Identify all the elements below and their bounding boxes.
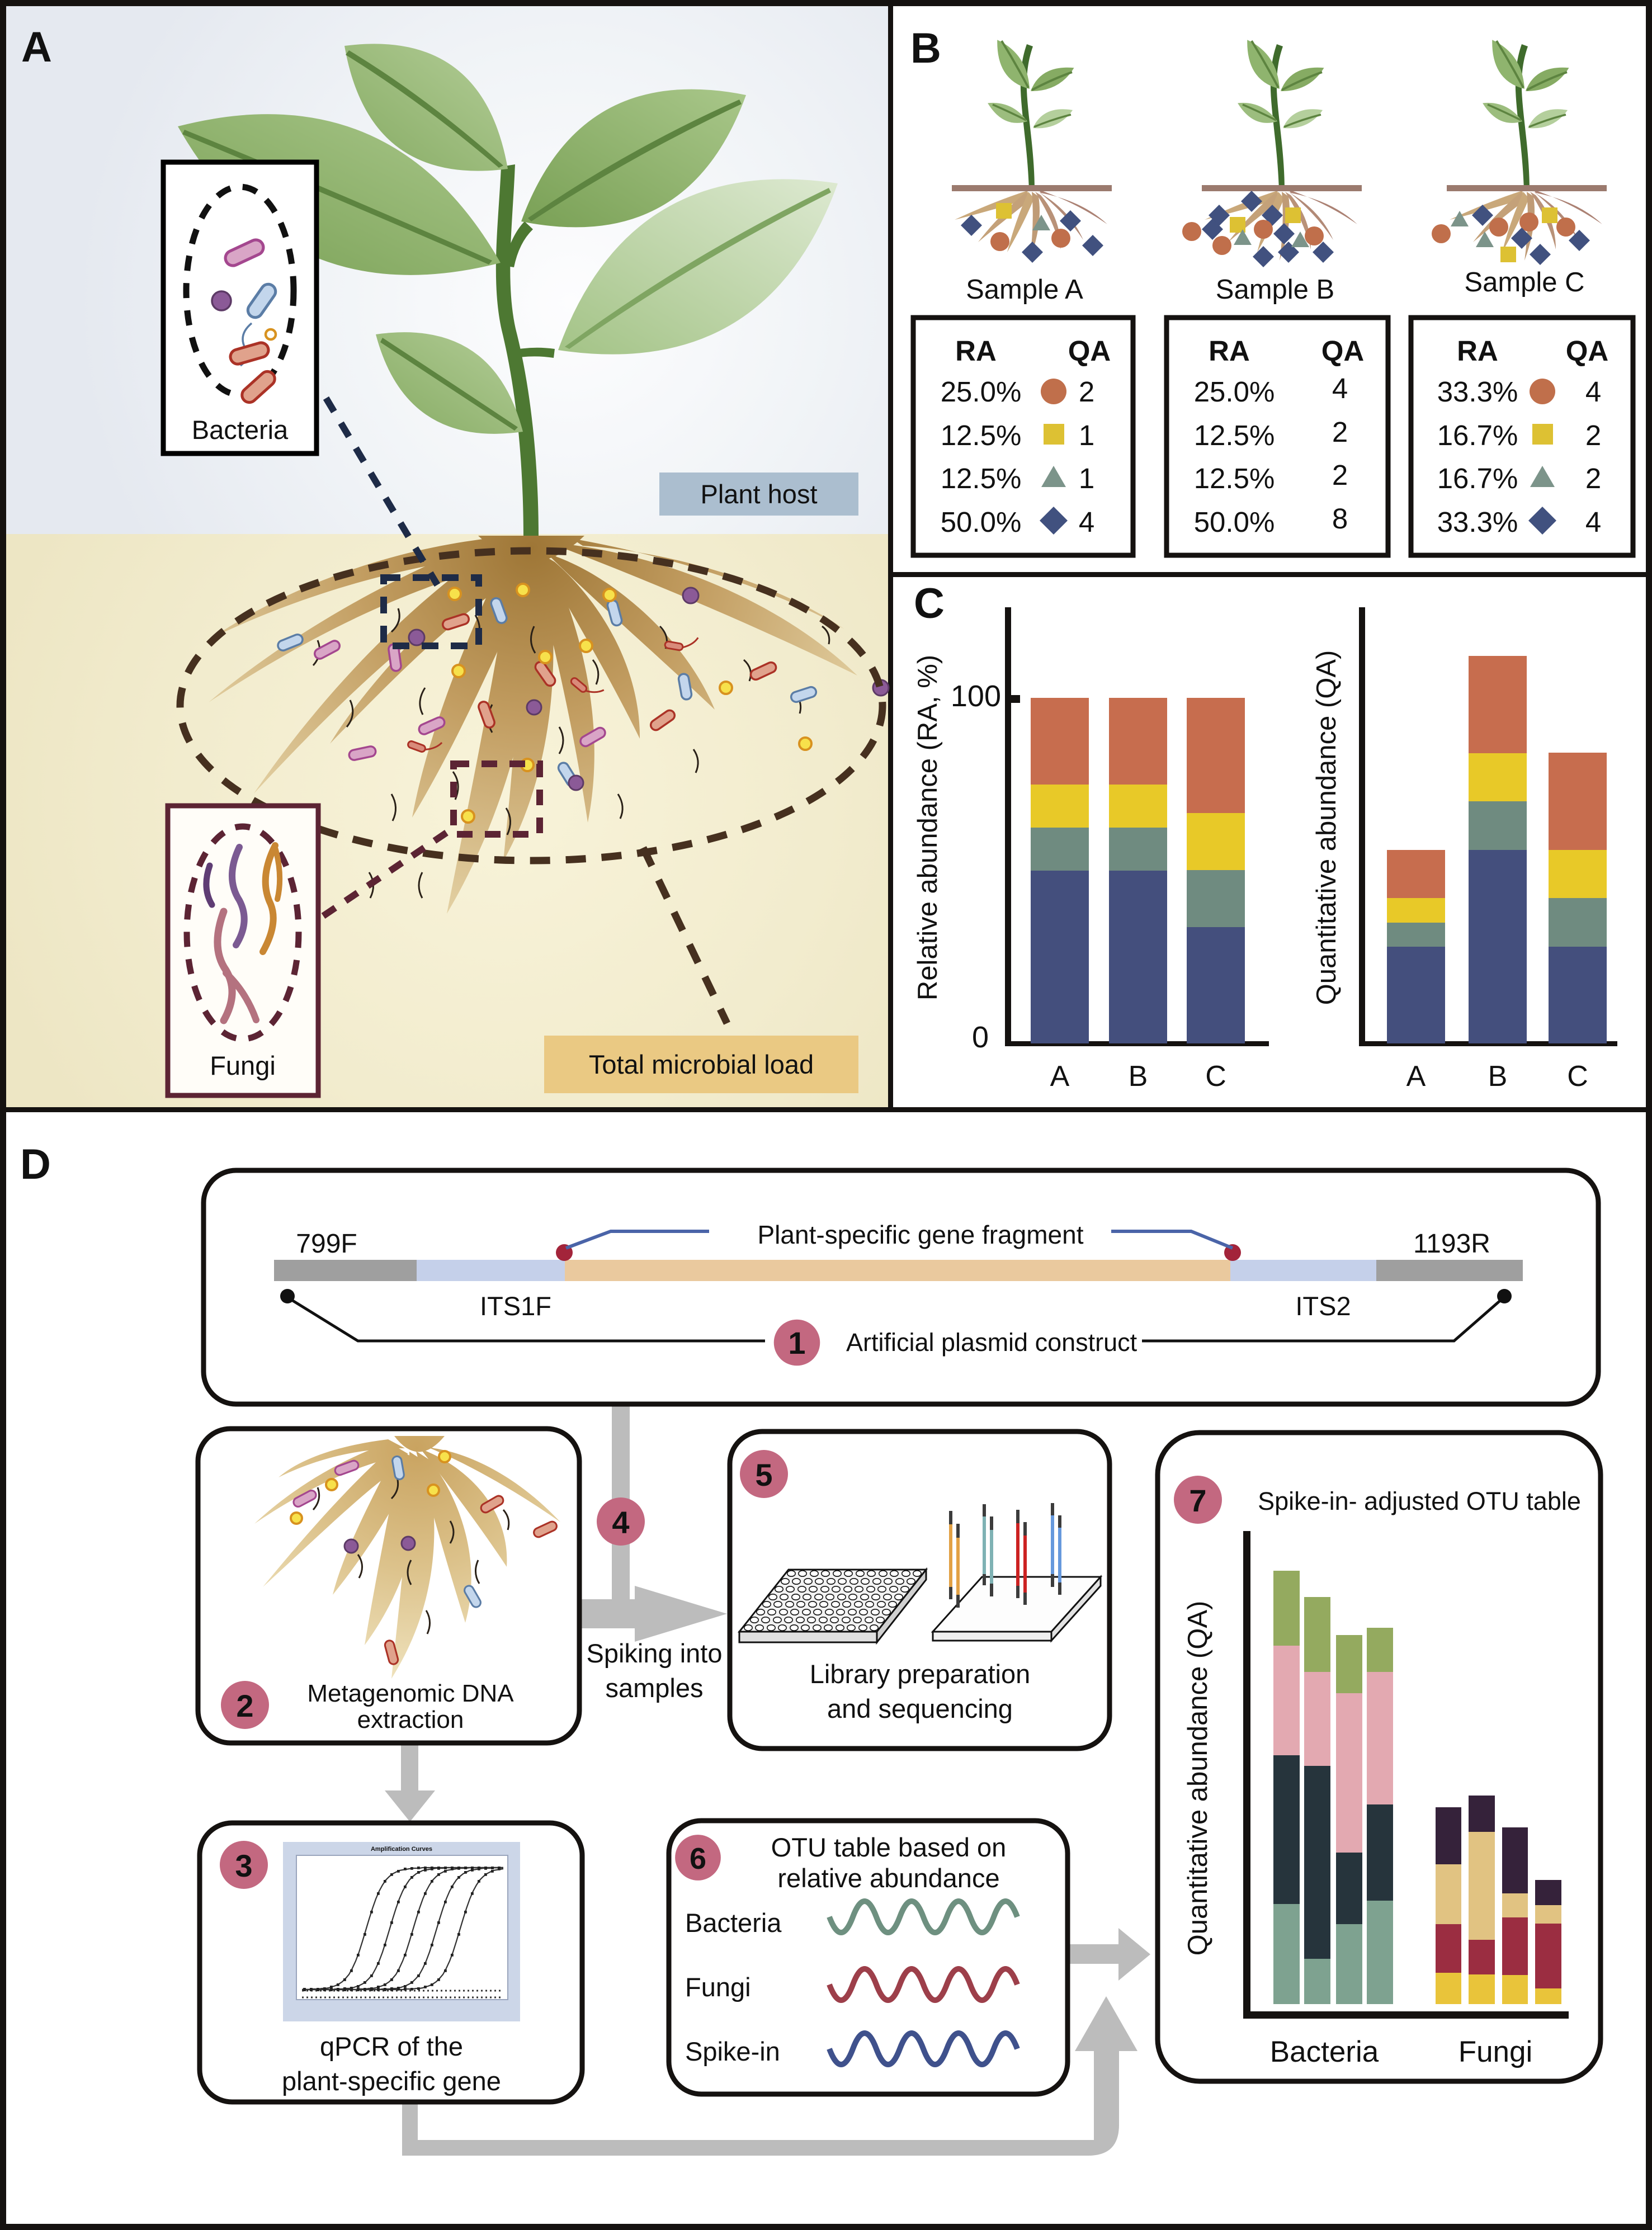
svg-text:B: B — [910, 25, 941, 72]
svg-text:Quantitative abundance (QA): Quantitative abundance (QA) — [1311, 650, 1342, 1005]
svg-text:RA: RA — [1209, 335, 1250, 367]
svg-text:Fungi: Fungi — [1459, 2035, 1533, 2068]
svg-text:Sample A: Sample A — [966, 275, 1083, 305]
svg-text:Bacteria: Bacteria — [1270, 2035, 1379, 2068]
svg-text:Bacteria: Bacteria — [192, 415, 289, 445]
svg-text:7: 7 — [1189, 1483, 1206, 1518]
svg-text:5: 5 — [755, 1457, 772, 1492]
svg-text:16.7%: 16.7% — [1437, 462, 1518, 494]
svg-text:3: 3 — [235, 1848, 252, 1883]
svg-text:Library preparation: Library preparation — [810, 1659, 1031, 1689]
svg-text:50.0%: 50.0% — [941, 506, 1022, 538]
svg-text:2: 2 — [1332, 416, 1348, 448]
svg-text:12.5%: 12.5% — [941, 419, 1022, 451]
svg-text:25.0%: 25.0% — [941, 376, 1022, 408]
svg-text:Relative abundance (RA, %): Relative abundance (RA, %) — [913, 655, 943, 1000]
svg-text:QA: QA — [1068, 335, 1111, 367]
svg-text:Spike-in: Spike-in — [685, 2037, 780, 2066]
svg-text:100: 100 — [951, 679, 1001, 713]
svg-text:Amplification Curves: Amplification Curves — [371, 1846, 432, 1853]
svg-text:extraction: extraction — [357, 1706, 464, 1733]
svg-text:C: C — [1567, 1060, 1588, 1093]
svg-text:Plant-specific gene fragment: Plant-specific gene fragment — [758, 1220, 1084, 1249]
svg-text:2: 2 — [1332, 459, 1348, 491]
svg-text:ITS1F: ITS1F — [480, 1291, 551, 1321]
svg-text:1: 1 — [1079, 462, 1094, 494]
svg-text:Plant host: Plant host — [700, 479, 817, 509]
svg-text:1193R: 1193R — [1413, 1229, 1490, 1259]
svg-text:50.0%: 50.0% — [1194, 506, 1275, 538]
svg-text:2: 2 — [1585, 462, 1601, 494]
svg-text:4: 4 — [612, 1505, 629, 1540]
svg-text:C: C — [914, 580, 945, 627]
svg-text:qPCR of the: qPCR of the — [320, 2031, 463, 2061]
svg-text:QA: QA — [1321, 335, 1365, 367]
svg-text:Total microbial load: Total microbial load — [589, 1050, 814, 1079]
svg-text:Quantitative abundance (QA): Quantitative abundance (QA) — [1183, 1601, 1213, 1956]
svg-text:1: 1 — [1079, 419, 1094, 451]
svg-text:Artificial plasmid construct: Artificial plasmid construct — [846, 1328, 1137, 1357]
svg-text:Bacteria: Bacteria — [685, 1908, 782, 1938]
svg-text:RA: RA — [955, 335, 997, 367]
svg-text:RA: RA — [1457, 335, 1498, 367]
svg-text:8: 8 — [1332, 503, 1348, 535]
svg-text:A: A — [1050, 1060, 1070, 1093]
svg-text:samples: samples — [605, 1673, 703, 1703]
svg-text:A: A — [21, 23, 52, 71]
svg-text:16.7%: 16.7% — [1437, 419, 1518, 451]
svg-text:2: 2 — [236, 1688, 253, 1723]
svg-text:Fungi: Fungi — [685, 1972, 751, 2002]
svg-text:799F: 799F — [296, 1229, 357, 1259]
svg-text:Spike-in- adjusted OTU table: Spike-in- adjusted OTU table — [1258, 1487, 1581, 1515]
svg-text:B: B — [1488, 1060, 1508, 1093]
svg-text:B: B — [1129, 1060, 1148, 1093]
svg-text:C: C — [1205, 1060, 1226, 1093]
svg-text:2: 2 — [1585, 419, 1601, 451]
svg-text:4: 4 — [1585, 376, 1601, 408]
svg-text:OTU table based on: OTU table based on — [771, 1832, 1007, 1862]
svg-text:Spiking into: Spiking into — [587, 1638, 723, 1668]
svg-text:25.0%: 25.0% — [1194, 376, 1275, 408]
svg-text:QA: QA — [1566, 335, 1609, 367]
svg-text:A: A — [1406, 1060, 1426, 1093]
svg-text:12.5%: 12.5% — [1194, 462, 1275, 494]
svg-text:D: D — [20, 1141, 51, 1188]
svg-text:4: 4 — [1585, 506, 1601, 538]
svg-text:and sequencing: and sequencing — [827, 1694, 1013, 1723]
svg-text:4: 4 — [1332, 372, 1348, 404]
svg-text:1: 1 — [788, 1325, 805, 1360]
svg-text:33.3%: 33.3% — [1437, 506, 1518, 538]
svg-text:ITS2: ITS2 — [1295, 1291, 1351, 1321]
svg-text:Sample B: Sample B — [1216, 275, 1334, 305]
svg-text:6: 6 — [690, 1842, 706, 1875]
svg-text:4: 4 — [1079, 506, 1094, 538]
svg-text:Sample C: Sample C — [1464, 267, 1584, 297]
svg-text:Metagenomic DNA: Metagenomic DNA — [307, 1680, 514, 1707]
svg-text:relative abundance: relative abundance — [777, 1863, 999, 1893]
svg-text:12.5%: 12.5% — [941, 462, 1022, 494]
svg-text:2: 2 — [1079, 376, 1094, 408]
svg-text:12.5%: 12.5% — [1194, 419, 1275, 451]
svg-text:plant-specific gene: plant-specific gene — [282, 2066, 501, 2096]
svg-text:0: 0 — [972, 1020, 989, 1054]
svg-text:33.3%: 33.3% — [1437, 376, 1518, 408]
svg-text:Fungi: Fungi — [210, 1051, 276, 1080]
